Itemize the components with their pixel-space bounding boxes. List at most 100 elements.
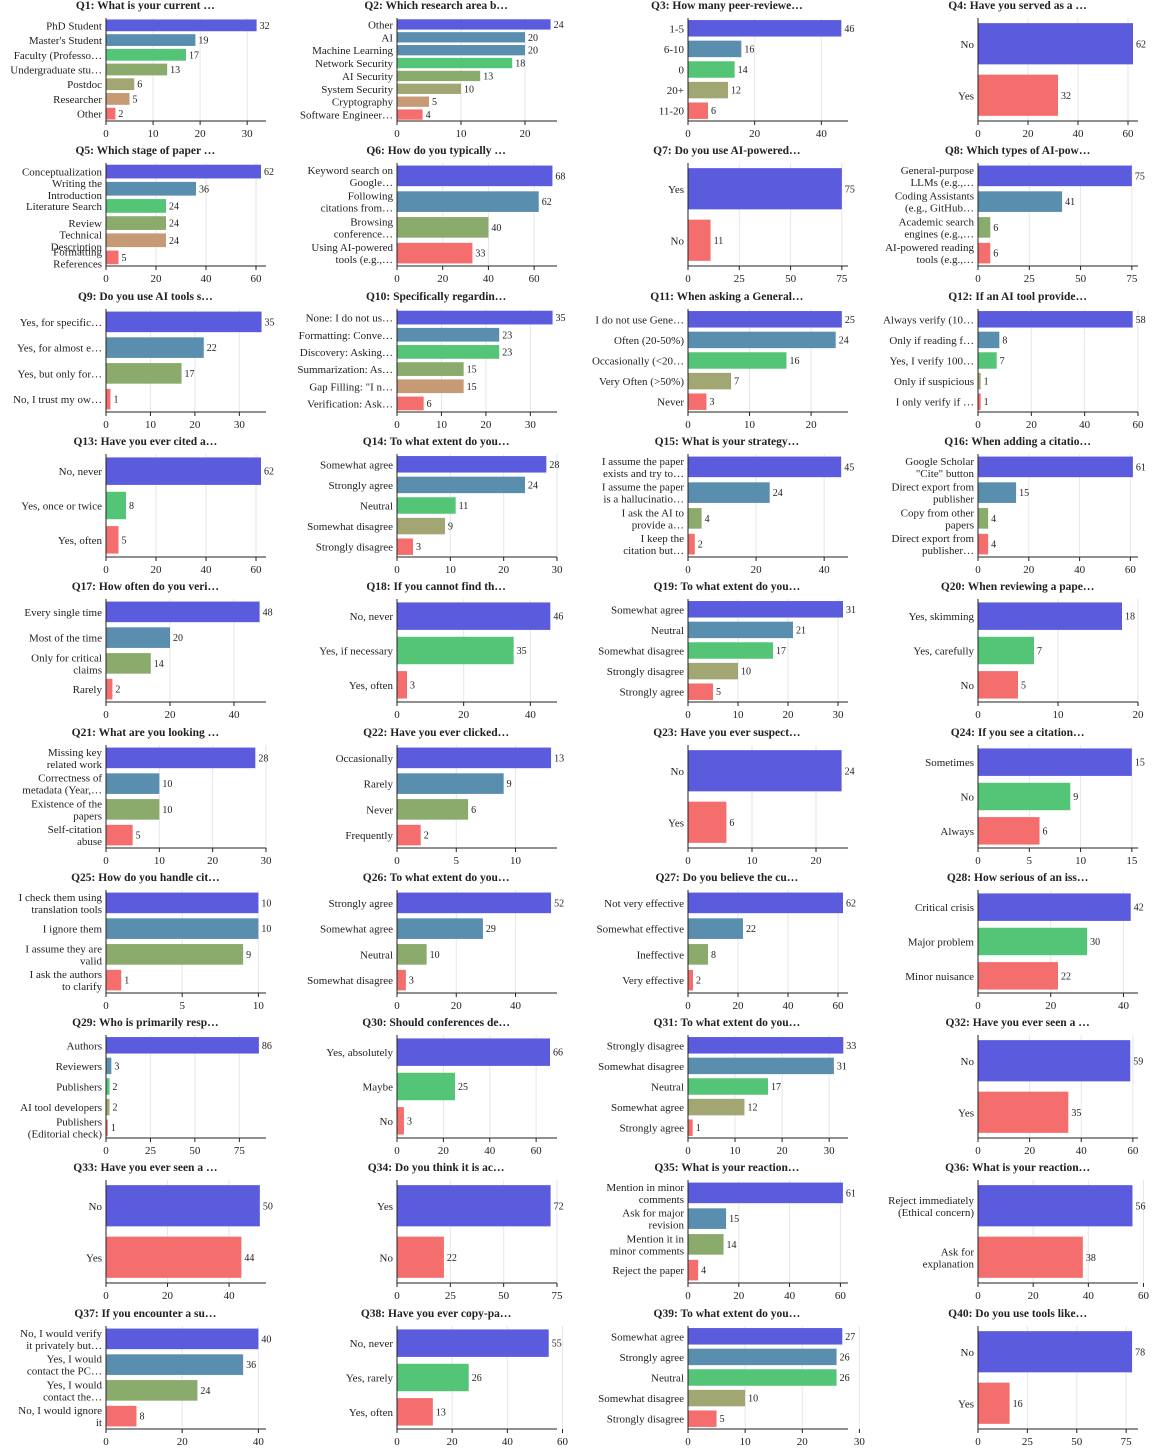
data-label: 86 <box>262 1041 272 1052</box>
bar-chart: 62 No 32 Yes 0 20 40 60 <box>958 18 1146 140</box>
data-label: 32 <box>260 21 270 32</box>
chart-panel-29: Q29: Who is primarily resp… 86 Authors 3 Rev… <box>0 1017 291 1162</box>
data-label: 10 <box>429 950 439 961</box>
chart-panel-5: Q5: Which stage of paper … 62 Conceptualiz… <box>0 145 291 290</box>
bar-chart: 61 Google Scholar"Cite" button 15 Direct ex… <box>892 453 1146 576</box>
chart-title: Q33: Have you ever seen a … <box>73 1162 218 1175</box>
x-tick-label: 10 <box>744 419 756 431</box>
bar-chart: 25 I do not use Gene… 24 Often (20-50%) 16 Oc… <box>591 308 854 431</box>
data-label: 40 <box>261 1334 271 1345</box>
x-tick-label: 40 <box>201 564 213 576</box>
category-label: Neutral <box>360 949 393 961</box>
category-label: Mention it in <box>626 1234 684 1246</box>
x-tick-label: 60 <box>528 273 540 285</box>
bar <box>396 671 407 699</box>
x-tick-label: 60 <box>1128 1145 1140 1157</box>
x-tick-label: 0 <box>103 128 109 140</box>
x-tick-label: 20 <box>1026 419 1038 431</box>
x-tick-label: 0 <box>103 564 109 576</box>
bar <box>396 1038 550 1066</box>
data-label: 35 <box>516 646 526 657</box>
bar <box>396 96 429 107</box>
category-label: Often (20-50%) <box>614 334 684 346</box>
x-tick-label: 20 <box>451 1000 463 1012</box>
bar <box>106 1057 112 1075</box>
bar-chart: 31 Somewhat agree 21 Neutral 17 Somewhat disa… <box>598 599 856 721</box>
data-label: 6 <box>729 817 734 828</box>
category-label: papers <box>946 519 975 531</box>
x-tick-label: 20 <box>519 128 531 140</box>
x-tick-label: 0 <box>976 709 982 721</box>
category-label: Not very effective <box>604 898 684 910</box>
data-label: 33 <box>475 249 485 260</box>
chart-panel-20: Q20: When reviewing a pape… 18 Yes, skimmi… <box>872 581 1163 726</box>
category-label: citation but… <box>623 545 684 557</box>
bar <box>978 533 989 555</box>
data-label: 5 <box>133 94 138 105</box>
bar <box>396 918 483 939</box>
bar <box>396 747 551 768</box>
bar <box>106 362 182 384</box>
category-label: Strongly agree <box>619 687 684 699</box>
x-tick-label: 75 <box>836 273 848 285</box>
category-label: claims <box>73 665 102 677</box>
bar <box>687 102 708 119</box>
data-label: 10 <box>464 84 474 95</box>
chart-panel-40: Q40: Do you use tools like… 78 No 16 Yes 0 25 5… <box>872 1308 1163 1453</box>
bar <box>687 642 773 659</box>
category-label: Never <box>657 396 684 408</box>
chart-panel-3: Q3: How many peer-reviewe… 46 1-5 16 6-10 14 0… <box>582 0 873 145</box>
category-label: Strongly disagree <box>315 542 392 554</box>
bar <box>978 165 1133 187</box>
x-tick-label: 0 <box>394 564 400 576</box>
category-label: AI-powered reading <box>885 242 974 254</box>
chart-title: Q34: Do you think it is ac… <box>367 1162 505 1175</box>
x-tick-label: 0 <box>394 128 400 140</box>
x-tick-label: 30 <box>234 419 246 431</box>
bar <box>978 636 1035 665</box>
bar <box>978 456 1134 478</box>
x-tick-label: 40 <box>224 1290 236 1302</box>
data-label: 8 <box>711 950 716 961</box>
data-label: 23 <box>502 330 512 341</box>
data-label: 11 <box>713 236 723 247</box>
chart-panel-9: Q9: Do you use AI tools s… 35 Yes, for spe… <box>0 291 291 436</box>
bar-chart: 72 Yes 22 No 0 25 50 75 <box>377 1180 563 1302</box>
data-label: 20 <box>528 46 538 57</box>
x-tick-label: 40 <box>815 128 827 140</box>
x-tick-label: 20 <box>1045 1000 1057 1012</box>
category-label: Yes, skimming <box>909 611 975 623</box>
bar-chart: 42 Critical crisis 30 Major problem 22 Minor … <box>906 889 1144 1012</box>
x-tick-label: 20 <box>207 855 219 867</box>
data-label: 28 <box>258 753 268 764</box>
bar-chart: 52 Strongly agree 29 Somewhat agree 10 Neutra… <box>307 889 564 1012</box>
category-label: I only verify if … <box>896 396 974 408</box>
bar <box>687 1119 693 1137</box>
bar <box>106 1237 242 1279</box>
category-label: Yes <box>958 1398 974 1410</box>
x-tick-label: 0 <box>685 1436 691 1448</box>
bar <box>396 455 547 473</box>
x-tick-label: 60 <box>530 1145 542 1157</box>
bar <box>978 927 1088 956</box>
category-label: PhD Student <box>46 20 102 32</box>
x-tick-label: 40 <box>510 1000 522 1012</box>
data-label: 15 <box>466 364 476 375</box>
x-tick-label: 20 <box>177 1436 189 1448</box>
bar <box>396 1107 404 1135</box>
category-label: Critical crisis <box>915 902 974 914</box>
category-label: Formatting: Conve… <box>298 329 392 341</box>
bar <box>978 482 1017 503</box>
data-label: 1 <box>984 397 989 408</box>
data-label: 6 <box>426 399 431 410</box>
data-label: 16 <box>1013 1398 1023 1409</box>
x-tick-label: 25 <box>145 1145 157 1157</box>
data-label: 9 <box>506 779 511 790</box>
x-tick-label: 0 <box>394 1290 400 1302</box>
x-tick-label: 25 <box>1022 1436 1034 1448</box>
data-label: 62 <box>264 167 274 178</box>
bar <box>396 772 504 794</box>
category-label: Conceptualization <box>22 167 103 179</box>
